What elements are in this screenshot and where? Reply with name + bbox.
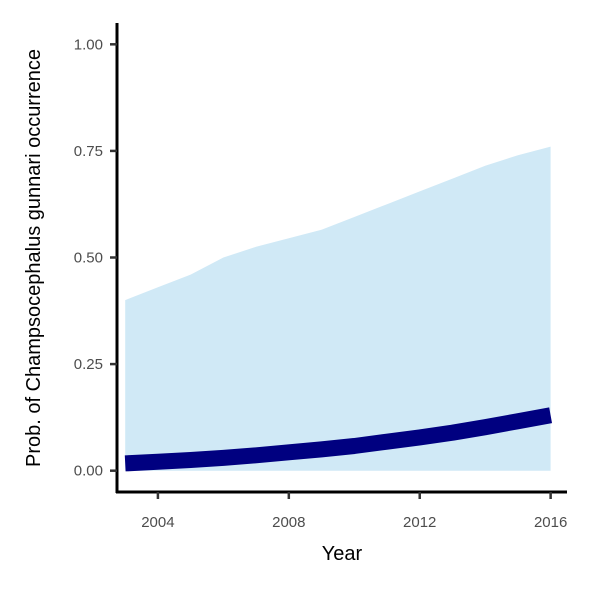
mean-trend-line bbox=[124, 407, 553, 472]
y-tick-label: 1.00 bbox=[74, 36, 103, 53]
x-tick-label: 2016 bbox=[534, 514, 567, 531]
y-tick-label: 0.00 bbox=[74, 463, 103, 480]
y-tick-label: 0.25 bbox=[74, 356, 103, 373]
y-tick-label: 0.50 bbox=[74, 250, 103, 267]
y-axis-title: Prob. of Champsocephalus gunnari occurre… bbox=[23, 49, 45, 467]
x-tick-label: 2008 bbox=[272, 514, 305, 531]
y-tick-label: 0.75 bbox=[74, 143, 103, 160]
x-tick-label: 2004 bbox=[141, 514, 174, 531]
x-axis-title: Year bbox=[322, 543, 363, 565]
x-tick-label: 2012 bbox=[403, 514, 436, 531]
confidence-ribbon bbox=[125, 146, 551, 471]
